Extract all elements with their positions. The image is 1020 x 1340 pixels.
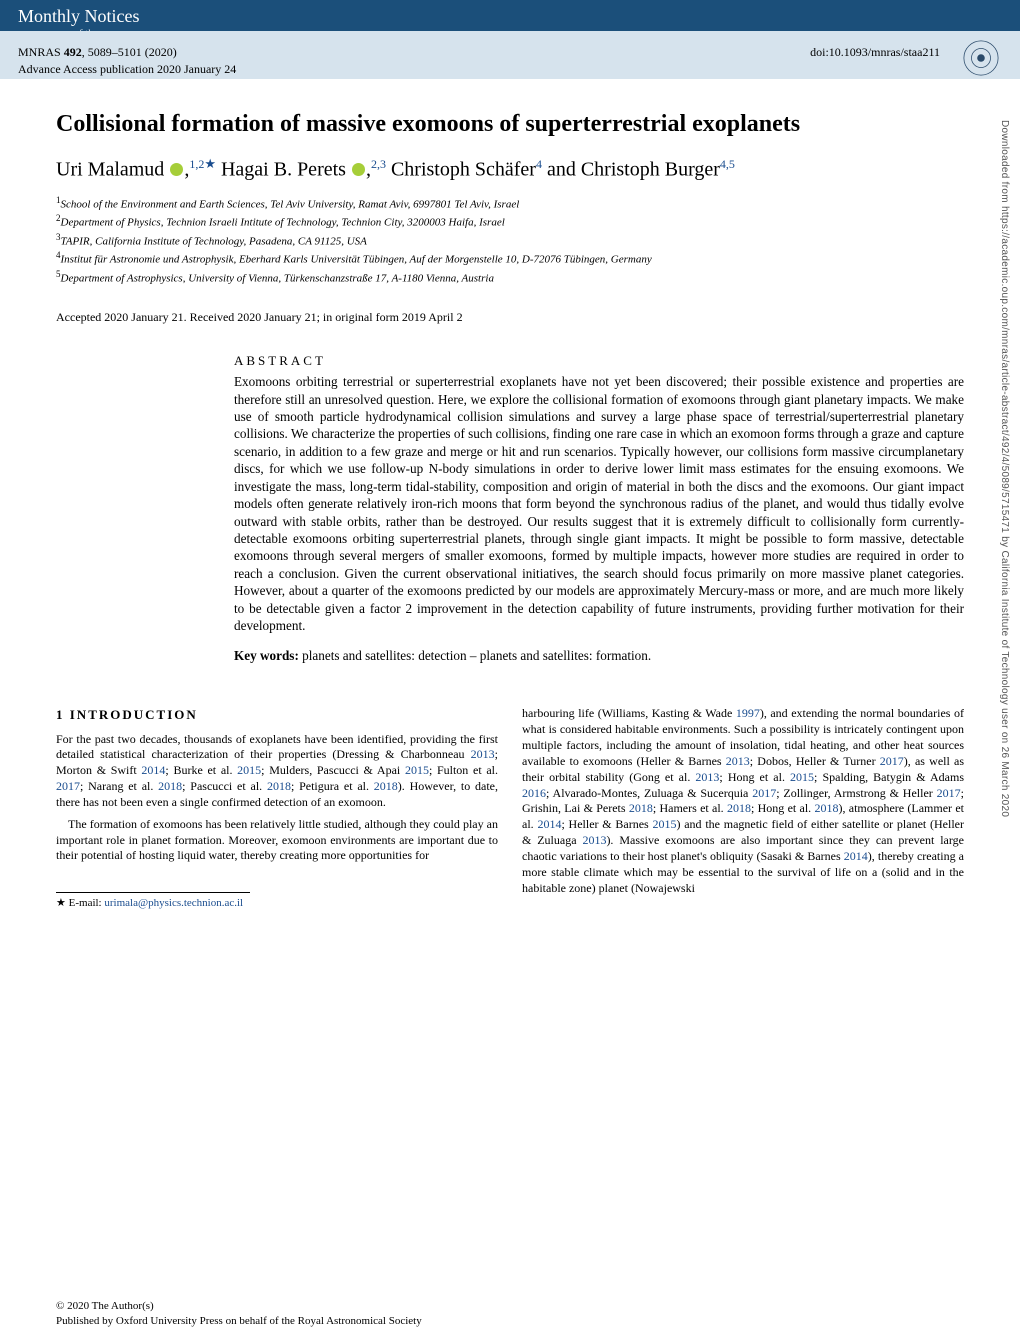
affil-text: School of the Environment and Earth Scie… bbox=[61, 198, 520, 210]
citation-link[interactable]: 2015 bbox=[652, 817, 676, 831]
affil-text: Department of Astrophysics, University o… bbox=[61, 272, 494, 284]
year: 2020 bbox=[149, 45, 173, 59]
pages: 5089–5101 bbox=[88, 45, 142, 59]
citation-link[interactable]: 2013 bbox=[582, 833, 606, 847]
author-name: Christoph Schäfer bbox=[391, 159, 536, 181]
citation-link[interactable]: 2017 bbox=[880, 754, 904, 768]
paragraph: For the past two decades, thousands of e… bbox=[56, 732, 498, 811]
citation-link[interactable]: 2015 bbox=[237, 763, 261, 777]
affil-text: Department of Physics, Technion Israeli … bbox=[61, 217, 505, 229]
ras-logo-icon bbox=[962, 39, 1000, 77]
citation-link[interactable]: 2017 bbox=[752, 786, 776, 800]
citation-link[interactable]: 2015 bbox=[405, 763, 429, 777]
citation-link[interactable]: 2015 bbox=[790, 770, 814, 784]
affiliation: 3TAPIR, California Institute of Technolo… bbox=[56, 231, 964, 250]
paragraph: The formation of exomoons has been relat… bbox=[56, 817, 498, 864]
affiliation: 2Department of Physics, Technion Israeli… bbox=[56, 212, 964, 231]
citation-link[interactable]: 2014 bbox=[537, 817, 561, 831]
citation-link[interactable]: 2017 bbox=[56, 779, 80, 793]
author-list: Uri Malamud ,1,2★ Hagai B. Perets ,2,3 C… bbox=[56, 156, 964, 182]
orcid-icon[interactable] bbox=[170, 163, 183, 176]
access-date: Advance Access publication 2020 January … bbox=[18, 62, 1002, 77]
left-column: 1 INTRODUCTION For the past two decades,… bbox=[56, 706, 498, 910]
copyright-line: © 2020 The Author(s) bbox=[56, 1299, 422, 1313]
citation-bar: MNRAS 492, 5089–5101 (2020) Advance Acce… bbox=[0, 31, 1020, 79]
citation-link[interactable]: 2018 bbox=[814, 801, 838, 815]
copyright-block: © 2020 The Author(s) Published by Oxford… bbox=[56, 1299, 422, 1328]
keywords-label: Key words: bbox=[234, 648, 299, 663]
journal-name: Monthly Notices bbox=[18, 6, 140, 27]
citation-link[interactable]: 2018 bbox=[629, 801, 653, 815]
author-affil: 4 bbox=[536, 157, 542, 171]
body-columns: 1 INTRODUCTION For the past two decades,… bbox=[56, 706, 964, 910]
citation-link[interactable]: 2018 bbox=[158, 779, 182, 793]
citation-link[interactable]: 2014 bbox=[844, 849, 868, 863]
author-name: Uri Malamud bbox=[56, 159, 164, 181]
footnote-star-icon: ★ bbox=[56, 897, 66, 909]
citation-link[interactable]: 2013 bbox=[726, 754, 750, 768]
paragraph: harbouring life (Williams, Kasting & Wad… bbox=[522, 706, 964, 896]
keywords: Key words: planets and satellites: detec… bbox=[234, 648, 964, 664]
corresponding-footnote: ★ E-mail: urimala@physics.technion.ac.il bbox=[56, 892, 250, 911]
citation-link[interactable]: 2017 bbox=[937, 786, 961, 800]
main-content: Collisional formation of massive exomoon… bbox=[0, 79, 1020, 921]
download-watermark: Downloaded from https://academic.oup.com… bbox=[999, 120, 1010, 1260]
orcid-icon[interactable] bbox=[352, 163, 365, 176]
author-name: Christoph Burger bbox=[581, 159, 720, 181]
citation-link[interactable]: 2018 bbox=[727, 801, 751, 815]
journal-header: Monthly Notices of the ROYAL ASTRONOMICA… bbox=[0, 0, 1020, 31]
affiliations-block: 1School of the Environment and Earth Sci… bbox=[56, 194, 964, 287]
right-column: harbouring life (Williams, Kasting & Wad… bbox=[522, 706, 964, 910]
author-name: Hagai B. Perets bbox=[221, 159, 346, 181]
author-sep: and bbox=[547, 159, 576, 181]
author-affil: 1,2 bbox=[189, 157, 204, 171]
citation-link[interactable]: 1997 bbox=[736, 706, 760, 720]
affil-text: TAPIR, California Institute of Technolog… bbox=[61, 235, 367, 247]
affil-text: Institut für Astronomie und Astrophysik,… bbox=[61, 254, 652, 266]
citation-link[interactable]: 2018 bbox=[267, 779, 291, 793]
abstract-heading: ABSTRACT bbox=[234, 353, 964, 369]
affiliation: 4Institut für Astronomie und Astrophysik… bbox=[56, 249, 964, 268]
doi: doi:10.1093/mnras/staa211 bbox=[810, 45, 940, 60]
section-heading: 1 INTRODUCTION bbox=[56, 706, 498, 723]
author-affil: 2,3 bbox=[371, 157, 386, 171]
copyright-line: Published by Oxford University Press on … bbox=[56, 1314, 422, 1328]
footnote-label: E-mail: bbox=[66, 897, 105, 909]
author-affil: 4,5 bbox=[720, 157, 735, 171]
affiliation: 1School of the Environment and Earth Sci… bbox=[56, 194, 964, 213]
abstract-block: ABSTRACT Exomoons orbiting terrestrial o… bbox=[234, 353, 964, 664]
citation-link[interactable]: 2013 bbox=[695, 770, 719, 784]
citation-link[interactable]: 2016 bbox=[522, 786, 546, 800]
keywords-text: planets and satellites: detection – plan… bbox=[299, 648, 651, 663]
citation-link[interactable]: 2013 bbox=[471, 747, 495, 761]
citation-link[interactable]: 2018 bbox=[374, 779, 398, 793]
volume: 492 bbox=[64, 45, 82, 59]
citation-link[interactable]: 2014 bbox=[141, 763, 165, 777]
email-link[interactable]: urimala@physics.technion.ac.il bbox=[104, 897, 243, 909]
affiliation: 5Department of Astrophysics, University … bbox=[56, 268, 964, 287]
article-dates: Accepted 2020 January 21. Received 2020 … bbox=[56, 310, 964, 325]
abstract-text: Exomoons orbiting terrestrial or superte… bbox=[234, 373, 964, 634]
article-title: Collisional formation of massive exomoon… bbox=[56, 111, 964, 138]
corresponding-star-icon: ★ bbox=[204, 156, 216, 171]
